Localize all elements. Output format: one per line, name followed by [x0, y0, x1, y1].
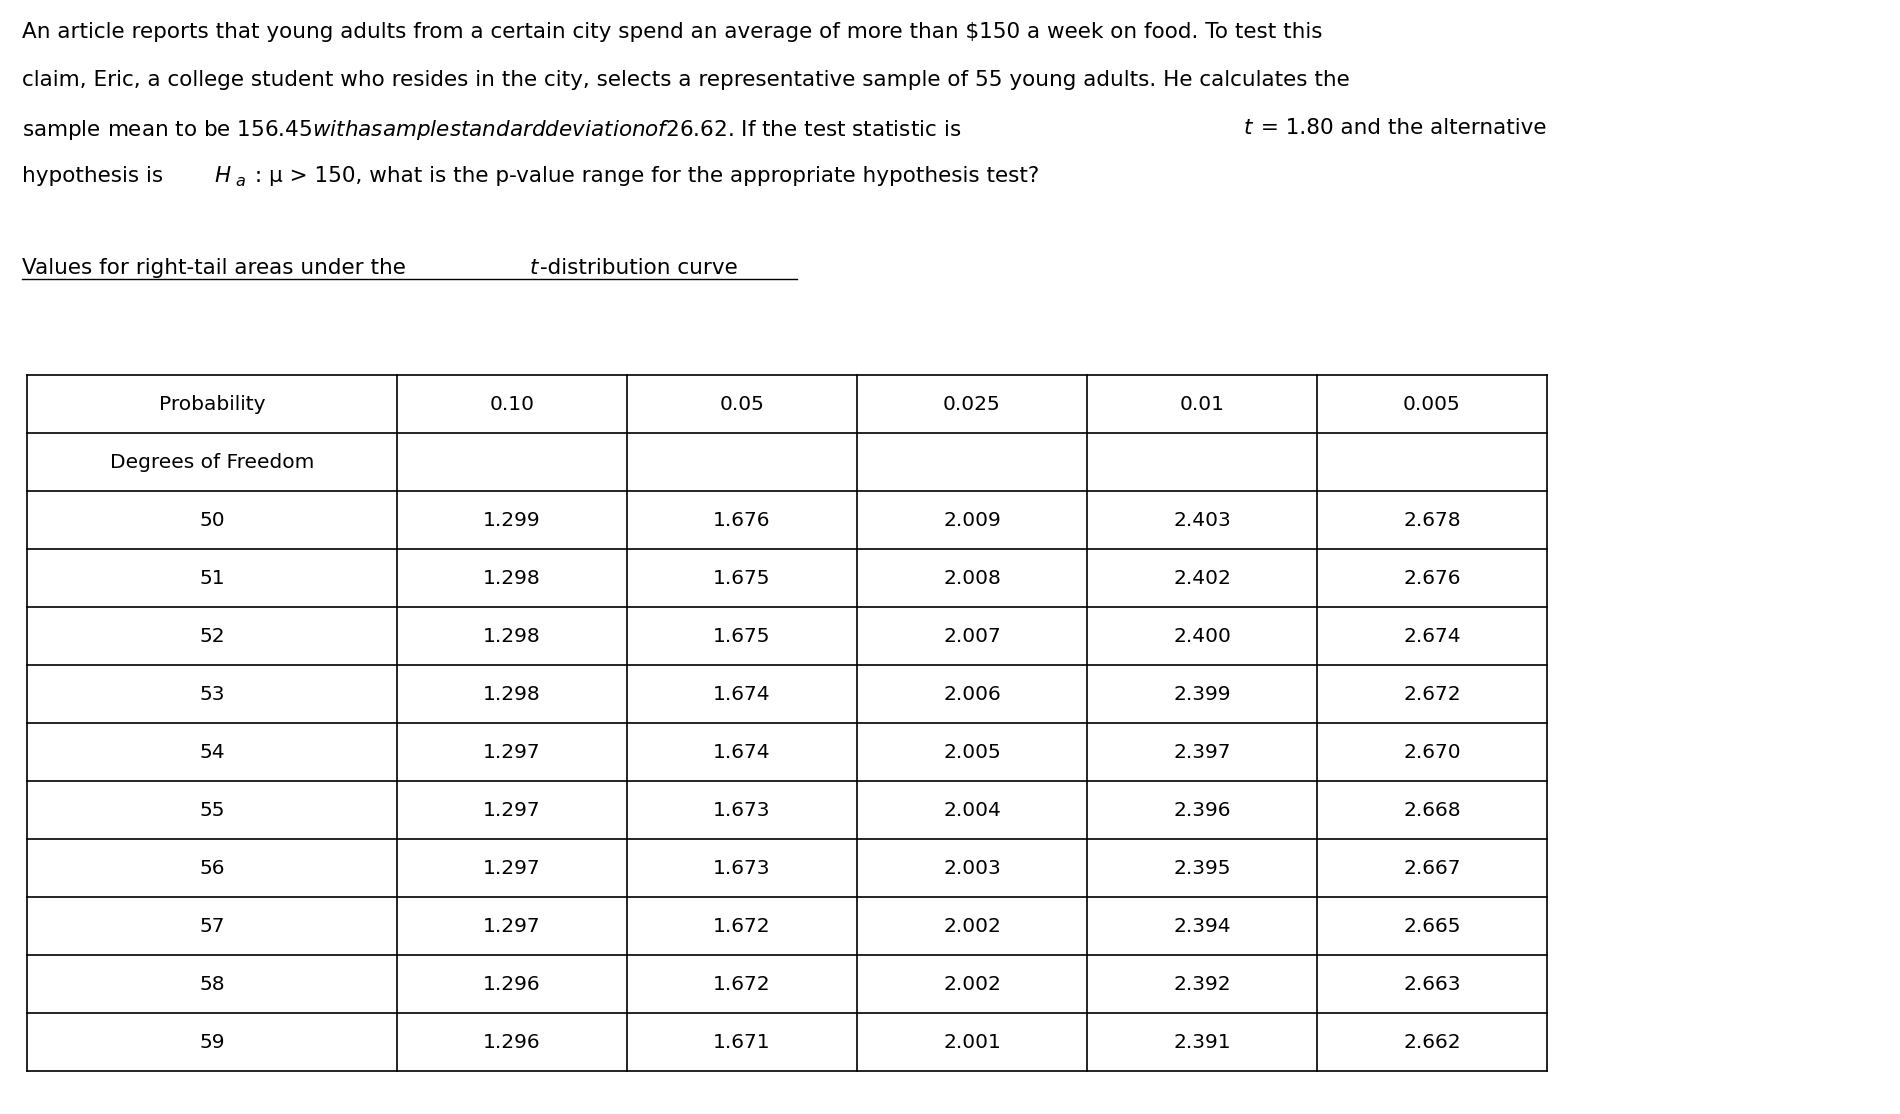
Text: 2.007: 2.007 [942, 626, 1001, 645]
Text: 2.676: 2.676 [1404, 568, 1461, 587]
Text: 2.008: 2.008 [942, 568, 1001, 587]
Text: Degrees of Freedom: Degrees of Freedom [110, 452, 314, 471]
Text: 0.025: 0.025 [942, 394, 1001, 413]
Text: -distribution curve: -distribution curve [540, 258, 737, 278]
Text: 2.003: 2.003 [942, 859, 1001, 878]
Text: 1.673: 1.673 [712, 859, 771, 878]
Text: 2.392: 2.392 [1172, 975, 1231, 994]
Text: 2.665: 2.665 [1404, 917, 1461, 936]
Text: 2.396: 2.396 [1172, 801, 1231, 820]
Text: 2.009: 2.009 [942, 510, 1001, 529]
Text: = 1.80 and the alternative: = 1.80 and the alternative [1254, 118, 1547, 138]
Text: 55: 55 [200, 801, 224, 820]
Text: hypothesis is: hypothesis is [23, 166, 169, 186]
Text: 2.670: 2.670 [1404, 743, 1461, 762]
Text: a: a [236, 174, 245, 188]
Text: 2.397: 2.397 [1172, 743, 1231, 762]
Text: 1.674: 1.674 [712, 684, 771, 704]
Text: 57: 57 [200, 917, 224, 936]
Text: 2.395: 2.395 [1172, 859, 1231, 878]
Text: 2.678: 2.678 [1404, 510, 1461, 529]
Text: 2.403: 2.403 [1172, 510, 1231, 529]
Text: t: t [530, 258, 538, 278]
Text: 2.674: 2.674 [1404, 626, 1461, 645]
Text: 1.298: 1.298 [483, 568, 542, 587]
Text: 56: 56 [200, 859, 224, 878]
Text: 1.297: 1.297 [483, 743, 542, 762]
Text: : μ > 150, what is the p-value range for the appropriate hypothesis test?: : μ > 150, what is the p-value range for… [249, 166, 1039, 186]
Text: 50: 50 [200, 510, 224, 529]
Text: 1.675: 1.675 [712, 626, 771, 645]
Text: 2.001: 2.001 [942, 1033, 1001, 1052]
Text: 0.01: 0.01 [1180, 394, 1224, 413]
Text: 2.663: 2.663 [1404, 975, 1461, 994]
Text: 1.299: 1.299 [483, 510, 542, 529]
Text: 2.668: 2.668 [1404, 801, 1461, 820]
Text: 2.402: 2.402 [1172, 568, 1231, 587]
Text: 2.391: 2.391 [1172, 1033, 1231, 1052]
Text: 1.297: 1.297 [483, 917, 542, 936]
Text: 2.005: 2.005 [942, 743, 1001, 762]
Text: 2.662: 2.662 [1404, 1033, 1461, 1052]
Text: 1.296: 1.296 [483, 1033, 542, 1052]
Text: 2.004: 2.004 [942, 801, 1001, 820]
Text: 2.002: 2.002 [942, 917, 1001, 936]
Text: 1.672: 1.672 [712, 975, 771, 994]
Text: 53: 53 [200, 684, 224, 704]
Text: 0.05: 0.05 [720, 394, 764, 413]
Text: 59: 59 [200, 1033, 224, 1052]
Text: Values for right-tail areas under the: Values for right-tail areas under the [23, 258, 412, 278]
Text: H: H [215, 166, 230, 186]
Text: Probability: Probability [160, 394, 266, 413]
Text: 1.672: 1.672 [712, 917, 771, 936]
Text: 51: 51 [200, 568, 224, 587]
Text: 1.674: 1.674 [712, 743, 771, 762]
Text: 58: 58 [200, 975, 224, 994]
Text: 2.672: 2.672 [1404, 684, 1461, 704]
Text: 2.002: 2.002 [942, 975, 1001, 994]
Text: 0.005: 0.005 [1402, 394, 1461, 413]
Text: 1.671: 1.671 [712, 1033, 771, 1052]
Text: An article reports that young adults from a certain city spend an average of mor: An article reports that young adults fro… [23, 22, 1322, 42]
Text: 2.667: 2.667 [1404, 859, 1461, 878]
Text: 1.298: 1.298 [483, 684, 542, 704]
Text: 2.006: 2.006 [942, 684, 1001, 704]
Text: 1.675: 1.675 [712, 568, 771, 587]
Text: 1.296: 1.296 [483, 975, 542, 994]
Text: 2.399: 2.399 [1172, 684, 1231, 704]
Text: 2.400: 2.400 [1172, 626, 1231, 645]
Text: 1.676: 1.676 [712, 510, 771, 529]
Text: t: t [1243, 118, 1252, 138]
Text: 1.297: 1.297 [483, 859, 542, 878]
Text: 0.10: 0.10 [490, 394, 534, 413]
Text: 1.297: 1.297 [483, 801, 542, 820]
Text: claim, Eric, a college student who resides in the city, selects a representative: claim, Eric, a college student who resid… [23, 70, 1349, 90]
Text: 1.673: 1.673 [712, 801, 771, 820]
Text: 1.298: 1.298 [483, 626, 542, 645]
Text: 54: 54 [200, 743, 224, 762]
Text: 2.394: 2.394 [1172, 917, 1231, 936]
Text: sample mean to be $156.45 with a sample standard deviation of $26.62. If the tes: sample mean to be $156.45 with a sample … [23, 118, 963, 141]
Text: 52: 52 [200, 626, 224, 645]
